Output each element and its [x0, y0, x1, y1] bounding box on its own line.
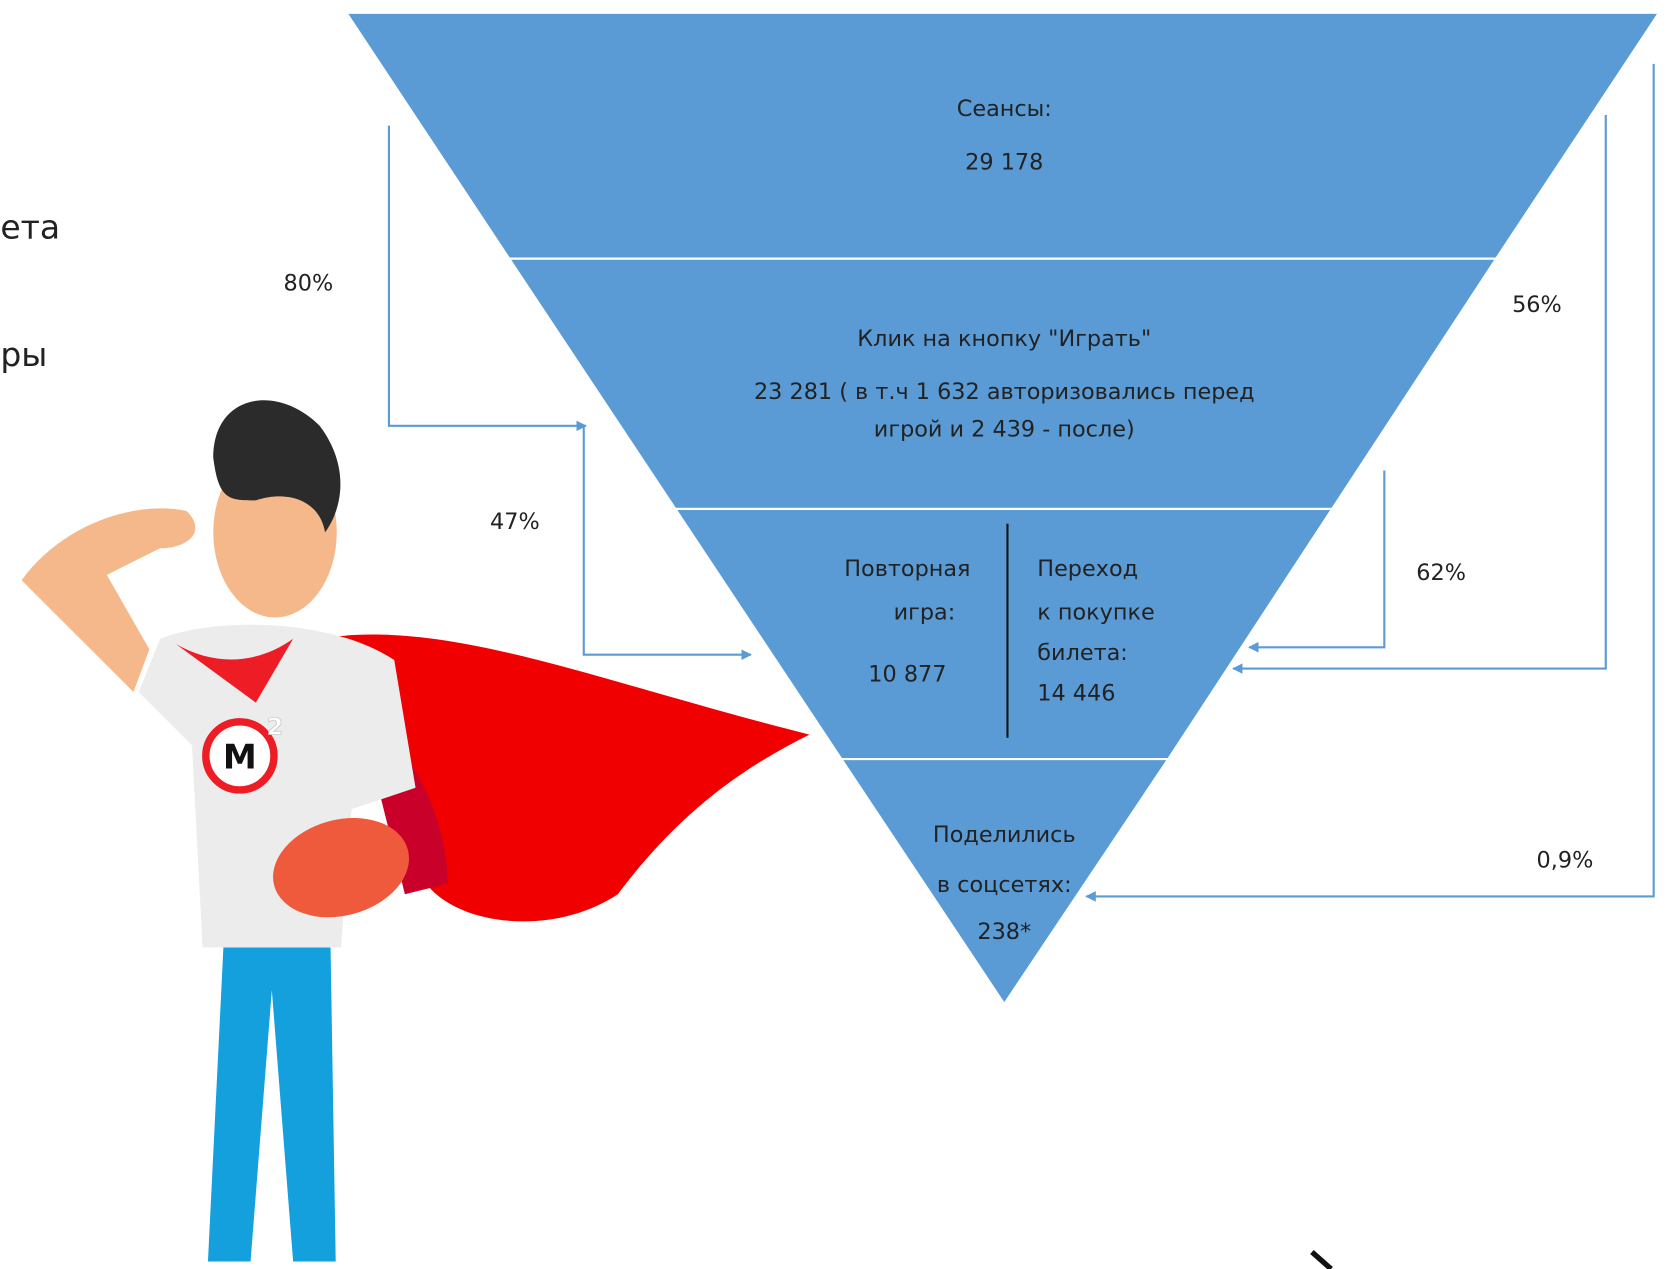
stage-label: Клик на кнопку "Играть" — [857, 326, 1151, 352]
stage-value: 29 178 — [965, 149, 1043, 175]
stage-label: в соцсетях: — [937, 872, 1072, 898]
page: ета ры Сеансы: 29 178 Клик на кнопку "Иг… — [0, 0, 1670, 1269]
side-text: ры — [0, 335, 47, 374]
funnel-stage — [675, 509, 1332, 759]
conversion: 47% — [490, 509, 540, 535]
stage-value: 23 281 ( в т.ч 1 632 авторизовались пере… — [754, 379, 1255, 405]
stage-value: 238* — [977, 919, 1031, 945]
conversion: 62% — [1416, 560, 1466, 586]
stage-label: к покупке — [1037, 600, 1154, 626]
stage-label: Сеансы: — [957, 96, 1052, 122]
stage-label: Поделились — [933, 822, 1076, 848]
stage-value: 10 877 — [868, 661, 946, 687]
conversion: 56% — [1512, 292, 1562, 318]
stage-value: игрой и 2 439 - после) — [874, 416, 1135, 442]
stage-label: Переход — [1037, 556, 1138, 582]
decoration — [1312, 1252, 1331, 1269]
conversion: 80% — [284, 271, 334, 297]
logo-superscript: 2 — [267, 713, 283, 741]
stage-label: билета: — [1037, 640, 1128, 666]
stage-value: 14 446 — [1037, 681, 1115, 707]
diagram: ета ры Сеансы: 29 178 Клик на кнопку "Иг… — [0, 0, 1670, 1269]
conversion: 0,9% — [1537, 848, 1594, 874]
stage-label: Повторная — [844, 556, 970, 582]
side-text: ета — [0, 207, 60, 246]
logo: M — [223, 738, 257, 778]
funnel-stage — [346, 13, 1659, 259]
stage-label: игра: — [894, 600, 956, 626]
